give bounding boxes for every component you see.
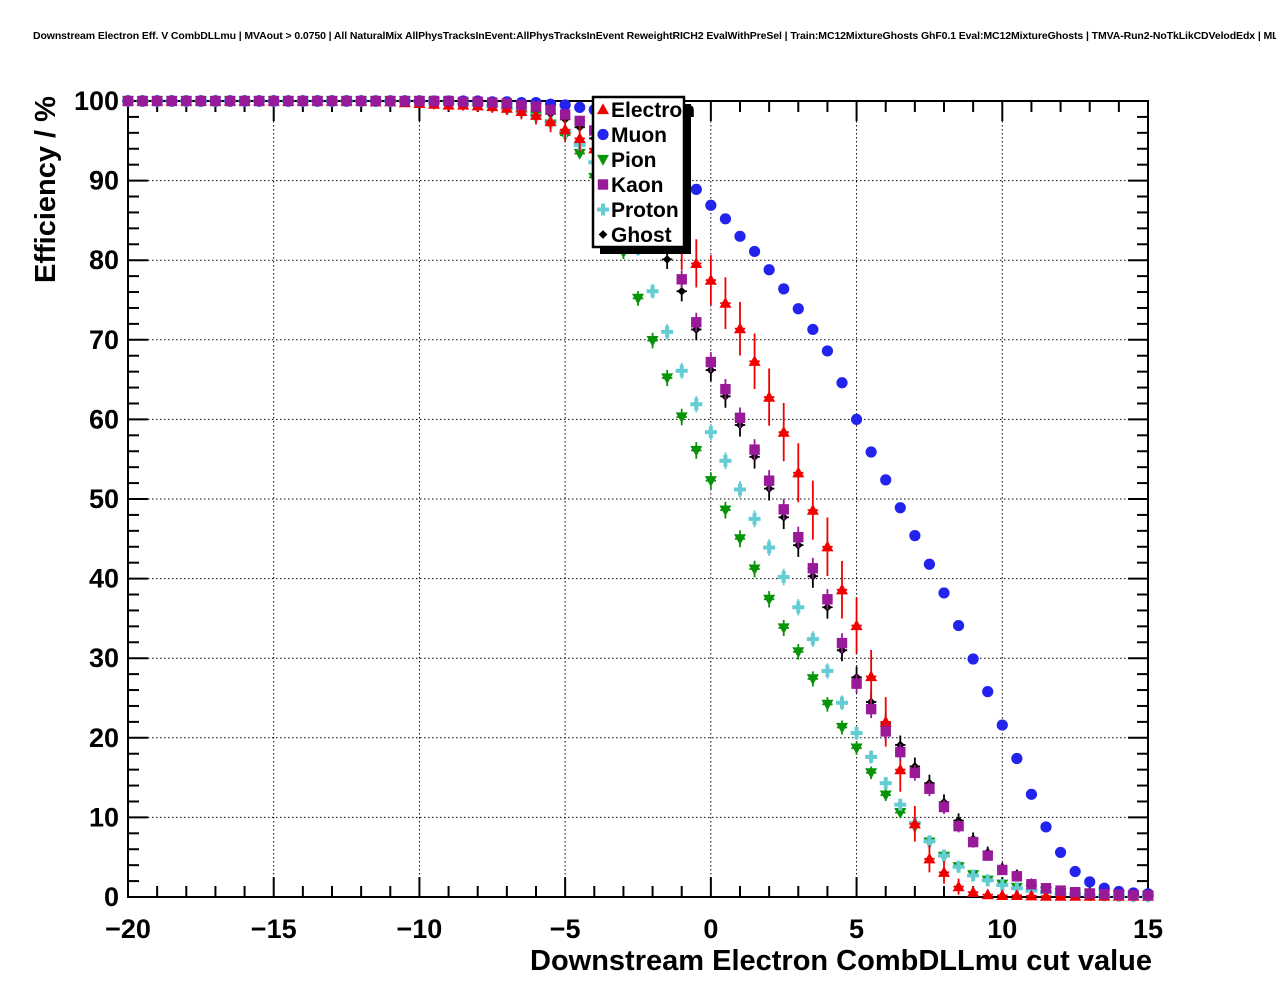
- x-tick-label: −5: [550, 914, 581, 944]
- legend-item-proton: Proton: [597, 199, 679, 222]
- grid-lines: [128, 101, 1148, 897]
- y-axis-labels: 0 10 20 30 40 50 60 70 80 90 100: [74, 86, 119, 912]
- x-tick-label: −10: [397, 914, 443, 944]
- y-tick-label: 0: [104, 882, 119, 912]
- y-tick-label: 80: [89, 245, 119, 275]
- y-tick-label: 90: [89, 166, 119, 196]
- legend-box: [591, 95, 686, 249]
- legend-label: Proton: [611, 199, 679, 222]
- y-tick-label: 10: [89, 802, 119, 832]
- legend-label: Muon: [611, 124, 667, 147]
- legend-item-kaon: Kaon: [597, 174, 664, 197]
- series-kaon: [122, 95, 1154, 901]
- y-tick-label: 70: [89, 325, 119, 355]
- legend-item-ghost: Ghost: [598, 224, 672, 247]
- y-tick-label: 30: [89, 643, 119, 673]
- x-axis-labels: −20 −15 −10 −5 0 5 10 15: [105, 914, 1163, 944]
- x-tick-label: 15: [1133, 914, 1163, 944]
- y-tick-label: 20: [89, 723, 119, 753]
- legend-label: Electron: [611, 99, 695, 122]
- legend-label: Kaon: [611, 174, 664, 197]
- y-tick-label: 50: [89, 484, 119, 514]
- x-axis-title: Downstream Electron CombDLLmu cut value: [530, 945, 1152, 977]
- x-tick-label: −15: [251, 914, 297, 944]
- y-tick-label: 40: [89, 564, 119, 594]
- legend-item-electron: Electron: [597, 99, 695, 122]
- legend-label: Ghost: [611, 224, 672, 247]
- plot-title: Downstream Electron Eff. V CombDLLmu | M…: [33, 30, 1276, 42]
- x-tick-label: −20: [105, 914, 151, 944]
- x-tick-label: 10: [987, 914, 1017, 944]
- y-tick-label: 60: [89, 404, 119, 434]
- x-tick-label: 5: [849, 914, 864, 944]
- legend-item-muon: Muon: [597, 124, 667, 147]
- legend-label: Pion: [611, 149, 657, 172]
- x-tick-label: 0: [703, 914, 718, 944]
- y-axis-title: Efficiency / %: [30, 96, 62, 283]
- y-tick-label: 100: [74, 86, 119, 116]
- legend-item-pion: Pion: [597, 149, 657, 172]
